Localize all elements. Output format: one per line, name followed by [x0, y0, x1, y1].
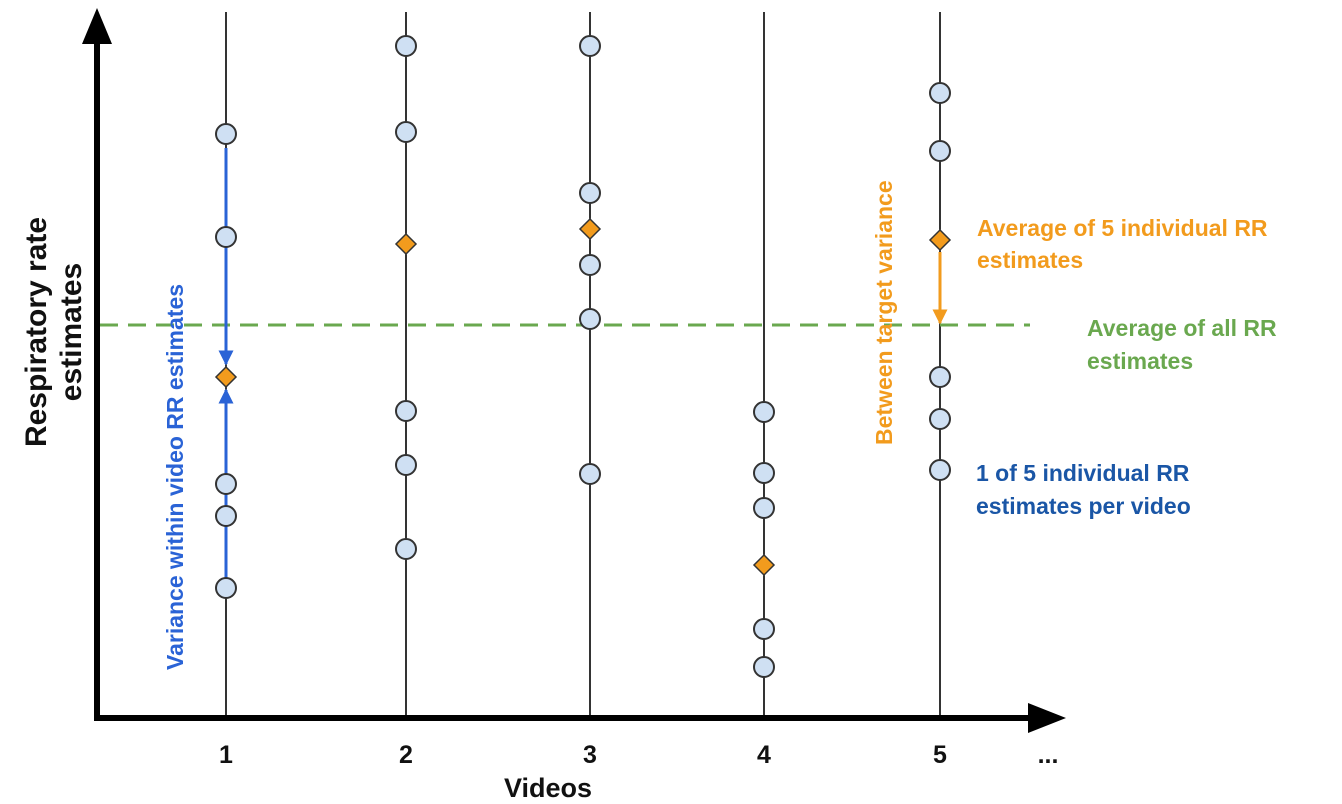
avg-all-label-line1: Average of all RR	[1087, 315, 1277, 341]
estimate-point	[215, 123, 237, 145]
estimate-point	[215, 505, 237, 527]
avg-individual-label-line1: Average of 5 individual RR	[977, 215, 1268, 241]
avg-all-label-line2: estimates	[1087, 348, 1193, 374]
individual-label-line1: 1 of 5 individual RR	[976, 460, 1190, 486]
video-average-5	[928, 228, 952, 252]
y-axis-label-line1: Respiratory rate	[20, 217, 53, 447]
estimate-point	[929, 140, 951, 162]
x-axis-label: Videos	[504, 773, 592, 803]
estimate-point	[395, 121, 417, 143]
video-average-1	[214, 365, 238, 389]
estimate-point	[215, 473, 237, 495]
estimate-point	[579, 308, 601, 330]
estimate-point	[215, 226, 237, 248]
video-averages	[214, 217, 952, 577]
estimate-point	[753, 497, 775, 519]
video-average-4	[752, 553, 776, 577]
estimate-point	[395, 538, 417, 560]
estimate-point	[753, 656, 775, 678]
x-tick-label: 1	[219, 741, 233, 769]
estimate-point	[395, 454, 417, 476]
individual-label-line2: estimates per video	[976, 493, 1191, 519]
y-axis-arrowhead	[82, 8, 112, 44]
video-lines	[225, 12, 941, 718]
axes	[82, 8, 1066, 733]
estimate-point	[579, 182, 601, 204]
estimate-point	[929, 408, 951, 430]
estimate-point	[579, 254, 601, 276]
estimate-point	[929, 366, 951, 388]
x-tick-label: 5	[933, 741, 947, 769]
x-tick-label: 4	[757, 741, 771, 769]
estimate-point	[395, 400, 417, 422]
individual-estimates	[215, 35, 951, 678]
estimate-point	[579, 463, 601, 485]
x-tick-label: 3	[583, 741, 597, 769]
estimate-point	[579, 35, 601, 57]
between-variance-label: Between target variance	[871, 180, 897, 445]
x-tick-labels: 1 2 3 4 5 ...	[219, 741, 1058, 769]
estimate-point	[929, 82, 951, 104]
x-axis-arrowhead	[1028, 703, 1066, 733]
estimate-point	[753, 462, 775, 484]
video-average-3	[578, 217, 602, 241]
y-axis-label-line2: estimates	[55, 263, 88, 401]
estimate-point	[753, 618, 775, 640]
estimate-point	[753, 401, 775, 423]
estimate-point	[395, 35, 417, 57]
avg-individual-label-line2: estimates	[977, 247, 1083, 273]
x-more-label: ...	[1038, 741, 1059, 769]
x-tick-label: 2	[399, 741, 413, 769]
estimate-point	[215, 577, 237, 599]
estimate-point	[929, 459, 951, 481]
video-average-2	[394, 232, 418, 256]
within-variance-label: Variance within video RR estimates	[162, 284, 188, 670]
